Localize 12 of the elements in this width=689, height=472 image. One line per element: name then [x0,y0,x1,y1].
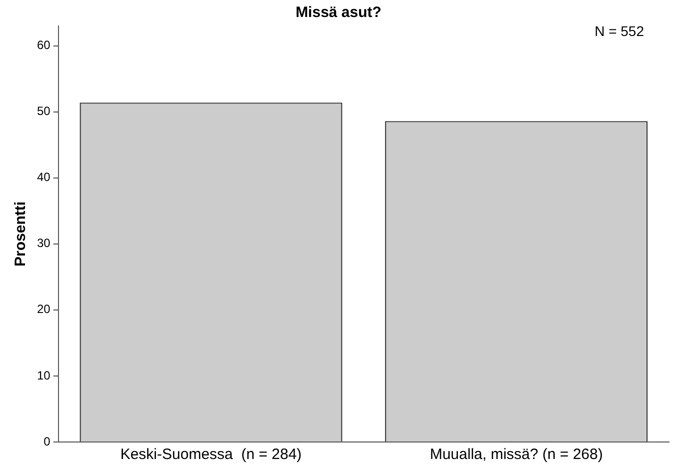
y-tick-label: 40 [36,170,51,184]
chart-title: Missä asut? [296,4,382,22]
x-tick-label: Keski-Suomessa (n = 284) [120,446,302,464]
y-tick-label: 50 [36,104,51,118]
y-axis-title: Prosentti [12,201,30,267]
y-tick-label: 0 [44,434,51,448]
y-tick-label: 30 [36,236,51,250]
y-tick-label: 10 [36,368,51,382]
y-tick-label: 20 [36,302,51,316]
y-tick-label: 60 [36,38,51,52]
x-tick-label: Muualla, missä? (n = 268) [430,446,603,464]
annotation: N = 552 [594,22,644,39]
